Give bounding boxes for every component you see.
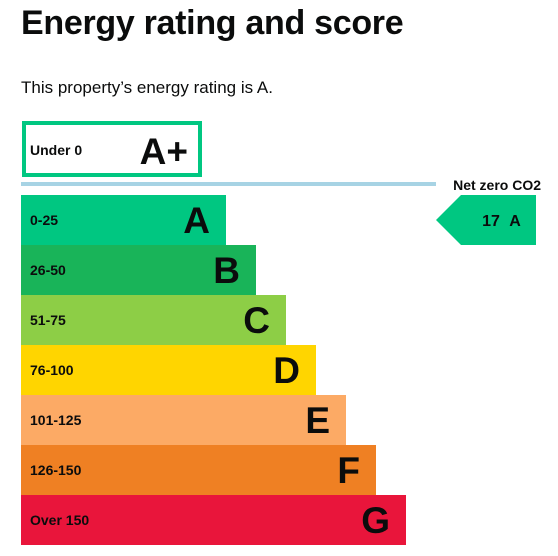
band-g-letter: G <box>361 500 390 541</box>
band-f-letter: F <box>337 450 360 491</box>
band-g-bar <box>21 495 406 545</box>
band-a-bar <box>21 195 226 245</box>
page-title: Energy rating and score <box>21 4 404 42</box>
band-a-letter: A <box>183 200 210 241</box>
band-e-range: 101-125 <box>30 412 82 428</box>
band-b-letter: B <box>213 250 240 291</box>
current-score-value: 17 <box>482 213 500 230</box>
band-d-range: 76-100 <box>30 362 74 378</box>
band-g-range: Over 150 <box>30 512 89 528</box>
rating-summary: This property’s energy rating is A. <box>21 78 273 97</box>
band-f-range: 126-150 <box>30 462 82 478</box>
band-a-plus-range: Under 0 <box>30 142 82 158</box>
band-a-range: 0-25 <box>30 212 58 228</box>
band-c-range: 51-75 <box>30 312 66 328</box>
band-e-bar <box>21 395 346 445</box>
current-score-rating: A <box>509 213 521 230</box>
net-zero-label: Net zero CO2 <box>453 177 541 193</box>
band-c-letter: C <box>243 300 270 341</box>
band-d-bar <box>21 345 316 395</box>
band-b-range: 26-50 <box>30 262 66 278</box>
band-c-bar <box>21 295 286 345</box>
band-b-bar <box>21 245 256 295</box>
current-score-arrow <box>436 195 536 245</box>
band-a-plus-box <box>22 121 202 177</box>
band-e-letter: E <box>305 400 330 441</box>
band-a-plus-letter: A+ <box>140 131 188 172</box>
band-d-letter: D <box>273 350 300 391</box>
band-f-bar <box>21 445 376 495</box>
